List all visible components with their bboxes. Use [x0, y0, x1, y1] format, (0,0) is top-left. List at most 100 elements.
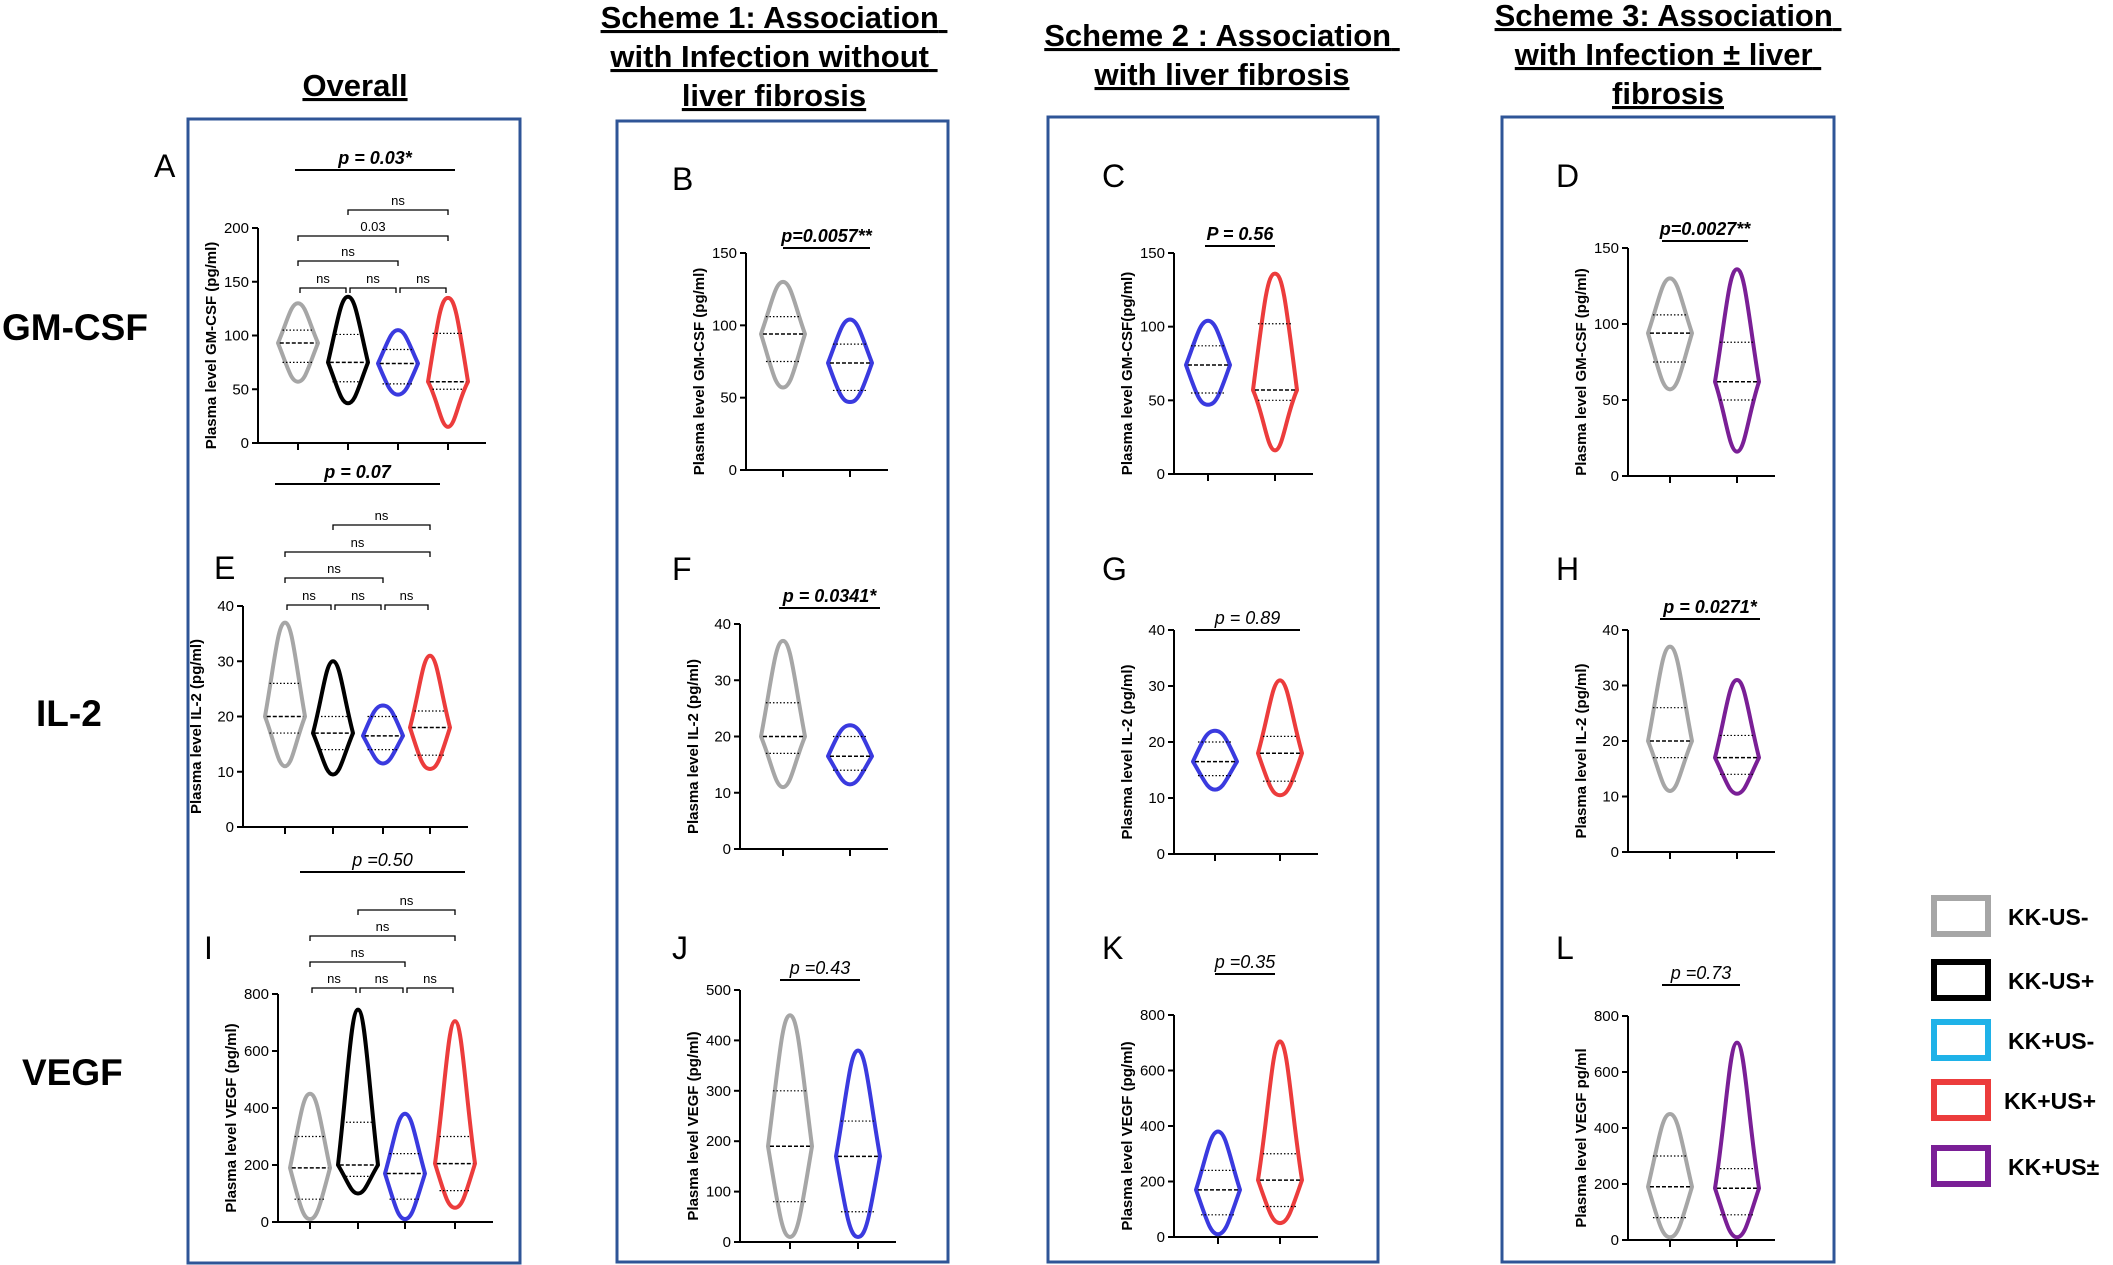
p-value-label: p =0.43 — [789, 958, 851, 978]
violin-KK+US+ — [426, 295, 470, 429]
y-axis-label: Plasma level GM-CSF(pg/ml) — [1119, 272, 1136, 475]
panel-letter: E — [214, 550, 235, 586]
violin-KK-US- — [1646, 1112, 1694, 1240]
violin-shape — [311, 659, 355, 777]
violin-shape — [433, 1019, 477, 1210]
y-tick-label: 20 — [1602, 733, 1619, 750]
comparison-bracket: ns — [309, 945, 406, 967]
legend-item-kk-us-minus: KK-US- — [1931, 895, 2089, 937]
bracket-label: ns — [341, 244, 355, 259]
y-tick-label: 400 — [706, 1032, 731, 1049]
violin-KK+US- — [1191, 728, 1239, 792]
violin-KK+US+ — [433, 1019, 477, 1210]
row-label-il2: IL-2 — [36, 693, 102, 734]
comparison-bracket: ns — [349, 271, 397, 293]
violin-KK+US- — [826, 317, 874, 405]
y-axis-label: Plasma level VEGF (pg/ml) — [685, 1031, 702, 1220]
violin-KK+US+ — [408, 653, 452, 771]
panel-g: G 0 10 20 30 40 Plasma level IL-2 (pg/ml) p = 0… — [1102, 551, 1318, 863]
violin-shape — [1713, 1040, 1761, 1240]
header-overall: Overall — [302, 68, 407, 103]
panel-letter: C — [1102, 158, 1125, 194]
violin-KK-US- — [1646, 644, 1694, 793]
violin-KK-US+ — [336, 1007, 380, 1196]
bracket-label: ns — [316, 271, 330, 286]
violin-shape — [408, 653, 452, 771]
legend-item-kk-plus-us-minus: KK+US- — [1931, 1019, 2094, 1061]
violin-KK-US+ — [311, 659, 355, 777]
comparison-bracket: ns — [406, 971, 454, 993]
y-tick-label: 50 — [1148, 392, 1165, 409]
y-axis-label: Plasma level GM-CSF (pg/ml) — [1573, 268, 1590, 476]
y-axis-label: Plasma level GM-CSF (pg/ml) — [203, 242, 220, 450]
row-label-gmcsf: GM-CSF — [2, 307, 148, 348]
y-tick-label: 100 — [1140, 319, 1165, 336]
violin-shape — [383, 1111, 427, 1222]
p-value-label: p = 0.03* — [337, 148, 413, 168]
violin-KK+US- — [834, 1048, 882, 1239]
panel-letter: D — [1556, 158, 1579, 194]
legend-swatch — [1931, 1079, 1991, 1121]
bracket-line — [309, 961, 406, 967]
bracket-line — [332, 524, 431, 530]
panel-j: J 0 100 200 300 400 500 Plasma level VEGF (pg/m… — [672, 930, 896, 1251]
p-value-label: p =0.50 — [351, 850, 413, 870]
bracket-line — [297, 260, 399, 266]
violin-shape — [326, 294, 370, 406]
comparison-bracket: ns — [332, 508, 431, 530]
header-scheme-2: Scheme 2 : Association with liver fibros… — [1044, 18, 1399, 92]
y-tick-label: 100 — [712, 317, 737, 334]
y-tick-label: 800 — [1594, 1008, 1619, 1025]
y-tick-label: 0 — [226, 819, 234, 836]
column-headers: Overall Scheme 1: Association with Infec… — [302, 0, 1832, 113]
y-tick-label: 0 — [1611, 1232, 1619, 1249]
p-value-label: P = 0.56 — [1207, 224, 1275, 244]
violin-shape — [1251, 271, 1299, 453]
comparison-bracket: 0.03 — [297, 219, 449, 241]
panel-letter: I — [204, 930, 213, 966]
violin-shape — [1191, 728, 1239, 792]
violin-shape — [1713, 677, 1761, 796]
violin-shape — [1646, 1112, 1694, 1240]
y-tick-label: 10 — [1148, 790, 1165, 807]
panel-letter: B — [672, 161, 693, 197]
violin-KK+US- — [376, 328, 420, 397]
bracket-label: ns — [391, 193, 405, 208]
legend-item-kk-plus-us-pm: KK+US± — [1931, 1145, 2100, 1187]
p-value-label: p = 0.0341* — [782, 586, 878, 606]
violin-KK+US+ — [1256, 1039, 1304, 1226]
p-value-label: p = 0.0271* — [1662, 597, 1758, 617]
violin-KK-US- — [766, 1013, 814, 1239]
y-tick-label: 600 — [1140, 1063, 1165, 1080]
bracket-line — [384, 604, 429, 610]
bracket-label: ns — [376, 919, 390, 934]
bracket-line — [359, 987, 404, 993]
violin-KK+US- — [1194, 1129, 1242, 1237]
violin-KK+US+ — [1251, 271, 1299, 453]
y-axis-label: Plasma level IL-2 (pg/ml) — [685, 659, 702, 834]
y-tick-label: 0 — [729, 462, 737, 479]
violin-KK-US- — [288, 1091, 332, 1222]
y-axis-label: Plasma level VEGF (pg/ml) — [223, 1023, 240, 1212]
panel-e: E 0 10 20 30 40 Plasma level IL-2 (pg/ml) p = 0… — [188, 462, 468, 836]
bracket-line — [297, 235, 449, 241]
bracket-label: ns — [327, 971, 341, 986]
y-tick-label: 0 — [1157, 1229, 1165, 1246]
y-tick-label: 200 — [1140, 1174, 1165, 1191]
violin-shape — [336, 1007, 380, 1196]
y-tick-label: 20 — [1148, 734, 1165, 751]
bracket-label: ns — [400, 588, 414, 603]
bracket-label: ns — [351, 945, 365, 960]
violin-shape — [759, 638, 807, 790]
y-tick-label: 0 — [241, 435, 249, 452]
frame-scheme-2 — [1046, 115, 1380, 1264]
p-value-label: p =0.73 — [1670, 963, 1732, 983]
y-tick-label: 300 — [706, 1083, 731, 1100]
row-labels: GM-CSF IL-2 VEGF — [2, 307, 148, 1093]
legend-swatch — [1931, 1145, 1991, 1187]
bracket-label: ns — [302, 588, 316, 603]
y-tick-label: 30 — [1148, 678, 1165, 695]
y-tick-label: 200 — [706, 1133, 731, 1150]
